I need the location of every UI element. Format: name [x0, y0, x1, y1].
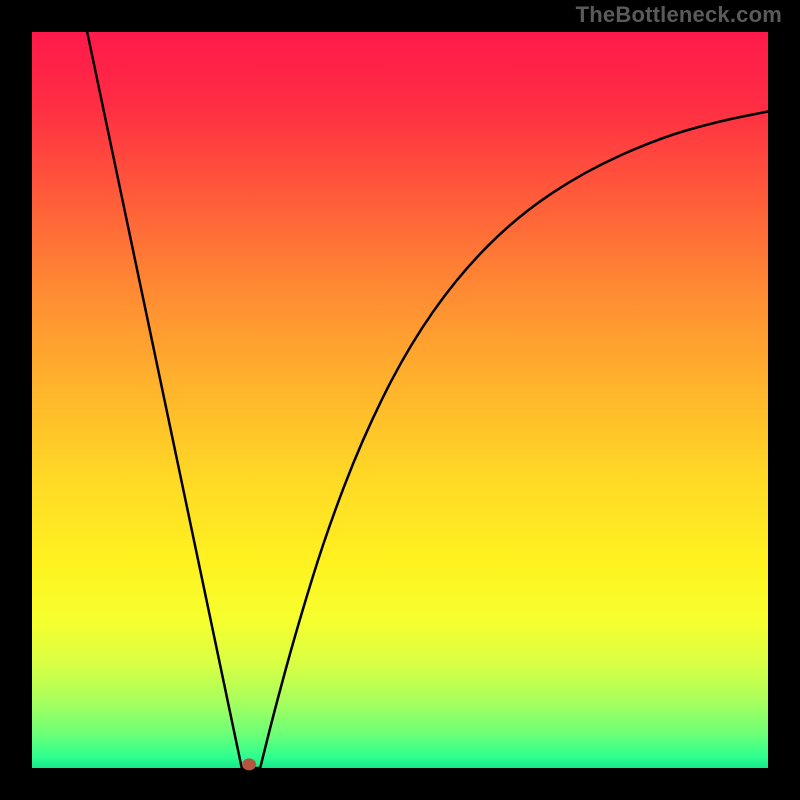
- plot-background-gradient: [32, 32, 768, 768]
- bottleneck-chart: [0, 0, 800, 800]
- minimum-marker: [242, 758, 256, 770]
- watermark-text: TheBottleneck.com: [576, 2, 782, 28]
